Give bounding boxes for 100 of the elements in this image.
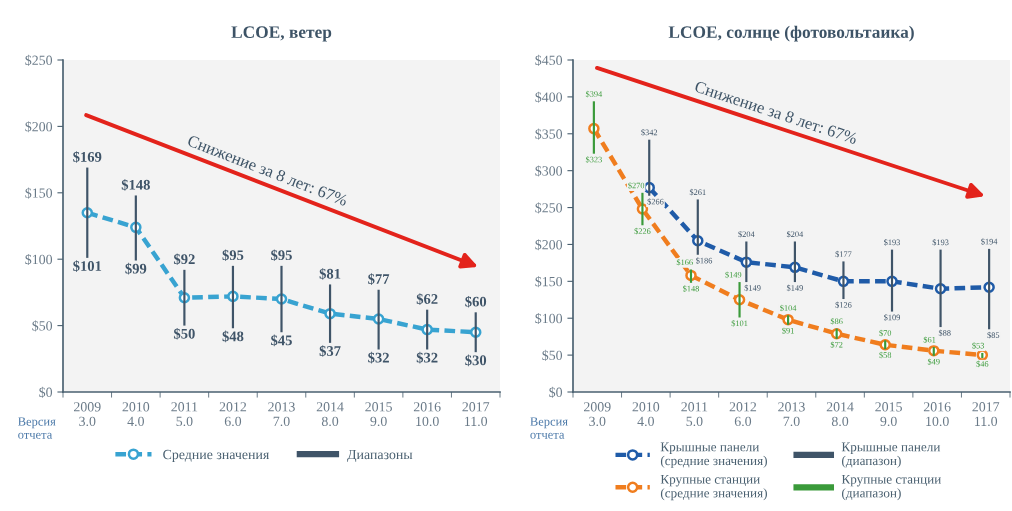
annotation: $148 — [683, 285, 700, 292]
x-tick-label: 2016 10.0 — [413, 402, 441, 427]
y-tick-label: $350 — [535, 128, 563, 140]
x-tick-label: 2012 6.0 — [729, 402, 757, 427]
annotation: $99 — [125, 262, 147, 275]
y-tick-label: $150 — [25, 187, 53, 199]
annotation: $270 — [628, 182, 645, 189]
annotation: $45 — [271, 334, 292, 347]
annotation: $101 — [731, 320, 748, 327]
annotation: $70 — [879, 329, 892, 337]
annotation: $194 — [981, 238, 998, 245]
y-tick-label: $450 — [535, 54, 563, 66]
bar — [738, 282, 741, 318]
annotation: $148 — [121, 179, 150, 191]
annotation: $58 — [879, 351, 892, 359]
y-tick-label: $250 — [25, 54, 53, 66]
annotation: $169 — [73, 151, 102, 163]
annotation: $37 — [319, 345, 341, 357]
annotation: $50 — [173, 327, 195, 340]
annotation: $77 — [368, 273, 390, 285]
annotation: $186 — [696, 257, 713, 264]
x-tick-label: 2014 8.0 — [316, 402, 344, 427]
bar — [183, 269, 186, 326]
annotation: $149 — [744, 284, 761, 292]
x-tick-label: 2013 7.0 — [778, 402, 805, 427]
annotation: $193 — [884, 239, 901, 246]
annotation: $149 — [725, 271, 742, 279]
bar — [426, 309, 429, 350]
legend-label: Диапазоны — [347, 449, 413, 462]
y-tick-label: $200 — [25, 121, 53, 133]
annotation: $204 — [786, 230, 804, 238]
annotation: $32 — [368, 351, 389, 364]
annotation: $49 — [927, 358, 940, 366]
y-tick-label: $100 — [535, 312, 563, 325]
annotation: $60 — [465, 295, 487, 308]
annotation: $193 — [932, 239, 949, 246]
annotation: $126 — [835, 301, 852, 309]
bar — [328, 284, 332, 343]
chart-title: LCOE, солнце (фотовольтаика) — [668, 25, 914, 42]
x-axis-title: Версия отчета — [18, 417, 56, 439]
annotation: $226 — [634, 227, 651, 235]
bar — [689, 269, 693, 283]
annotation: $95 — [271, 249, 292, 262]
legend-label: Крышные панели (средние значения) — [660, 442, 767, 468]
bar — [134, 195, 137, 261]
annotation: $53 — [972, 342, 985, 349]
bar — [939, 249, 942, 328]
x-tick-label: 2017 11.0 — [972, 402, 1000, 427]
bar — [592, 101, 595, 154]
annotation: $394 — [585, 90, 603, 98]
bar — [280, 265, 283, 333]
annotation: $323 — [585, 156, 602, 163]
annotation: $95 — [222, 249, 244, 262]
x-tick-label: 2015 9.0 — [365, 402, 392, 427]
annotation: $72 — [830, 341, 843, 349]
annotation: $109 — [884, 314, 900, 321]
x-tick-label: 2011 5.0 — [171, 402, 198, 427]
annotation: $86 — [830, 317, 843, 325]
annotation: $32 — [416, 351, 438, 364]
y-tick-label: $0 — [549, 386, 563, 398]
legend-label: Крышные панели (диапазон) — [841, 442, 941, 468]
annotation: $85 — [987, 331, 1000, 339]
annotation: $30 — [465, 354, 487, 367]
bar — [474, 312, 477, 353]
annotation: $92 — [173, 253, 195, 266]
legend-label: Крупные станции (диапазон) — [841, 474, 941, 501]
bar — [793, 241, 796, 283]
annotation: $48 — [222, 330, 244, 343]
x-tick-label: 2014 8.0 — [826, 402, 854, 427]
annotation: $266 — [647, 198, 664, 205]
annotation: $62 — [416, 293, 438, 305]
x-tick-label: 2011 5.0 — [681, 402, 708, 427]
x-tick-label: 2013 7.0 — [268, 402, 295, 427]
y-tick-label: $250 — [535, 202, 563, 214]
x-tick-label: 2015 9.0 — [875, 402, 902, 427]
annotation: $104 — [780, 304, 797, 312]
legend-label: Средние значения — [163, 449, 270, 462]
annotation: $81 — [319, 267, 341, 280]
y-tick-label: $0 — [39, 386, 53, 398]
x-tick-label: 2009 3.0 — [74, 402, 101, 427]
annotation: $342 — [641, 129, 658, 136]
y-tick-label: $100 — [25, 253, 53, 266]
annotation: $149 — [786, 284, 803, 292]
annotation: $166 — [676, 258, 693, 266]
y-tick-label: $300 — [535, 165, 563, 177]
annotation: $91 — [782, 327, 794, 335]
annotation: $204 — [738, 230, 755, 238]
y-tick-label: $50 — [542, 349, 563, 361]
bar — [641, 192, 644, 226]
bar — [842, 261, 845, 300]
bar — [377, 289, 380, 350]
y-tick-label: $400 — [535, 91, 563, 103]
x-tick-label: 2017 11.0 — [462, 402, 490, 427]
bar — [231, 265, 235, 329]
x-axis-title: Версия отчета — [530, 417, 568, 439]
bar — [696, 199, 699, 255]
x-tick-label: 2010 4.0 — [122, 402, 150, 427]
x-tick-label: 2016 10.0 — [923, 402, 951, 427]
annotation: $46 — [976, 360, 989, 368]
bar — [988, 248, 991, 330]
